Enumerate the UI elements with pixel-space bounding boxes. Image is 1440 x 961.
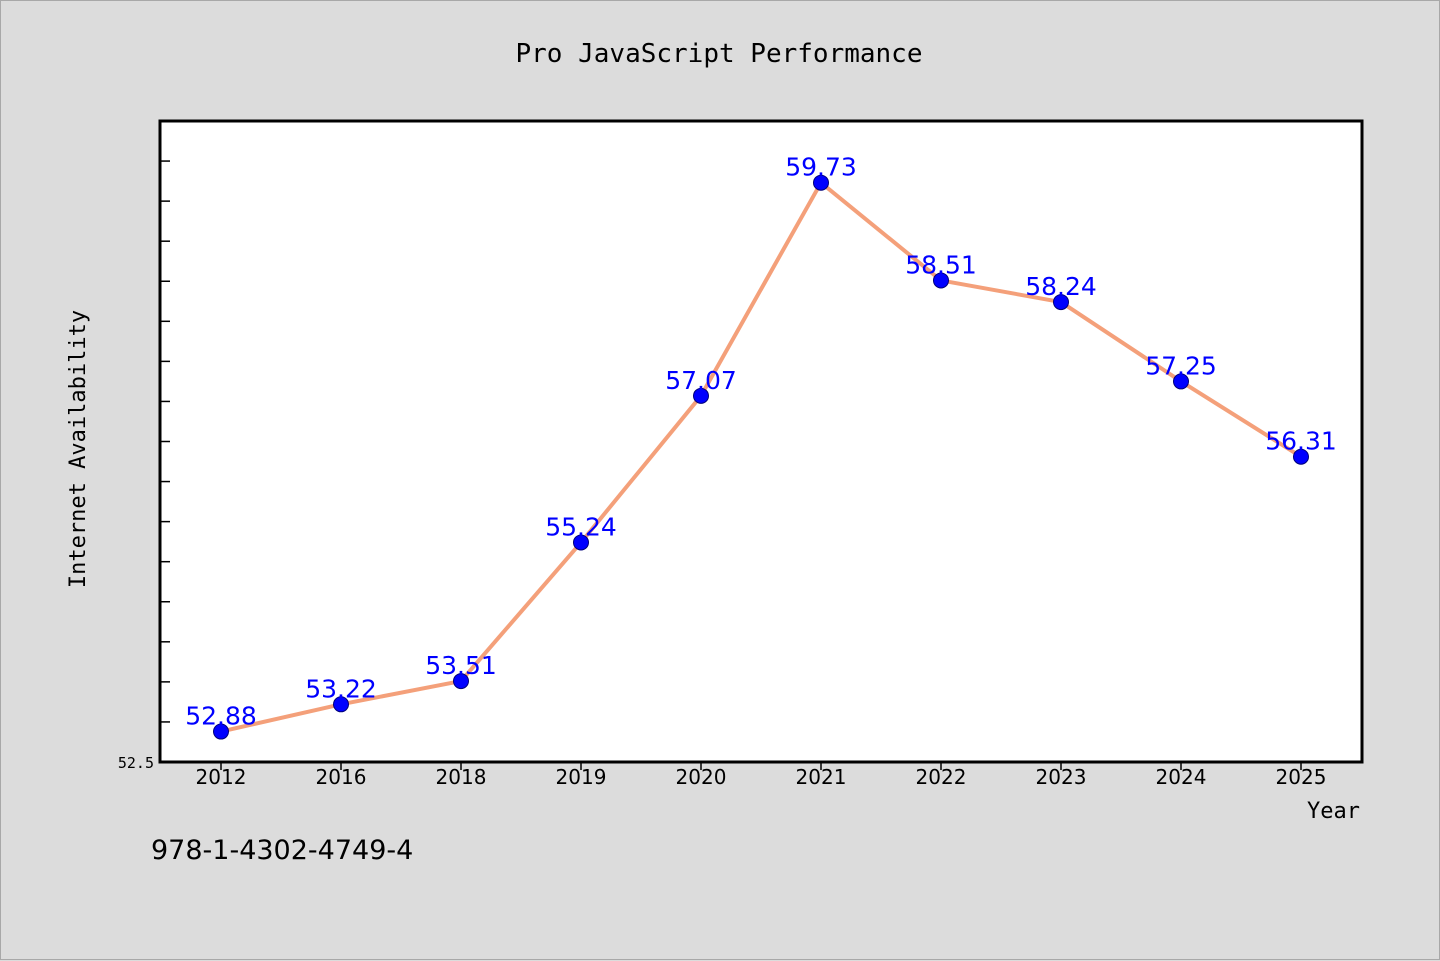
data-label: 59.73 <box>785 153 857 182</box>
series-group: 52.88 53.22 53.51 55.24 57.07 59.73 58.51 58.24… <box>185 153 1337 740</box>
y-axis-ticks: 52.5 <box>118 120 170 772</box>
x-axis-ticks: 2012 2016 2018 2019 2020 2021 2022 2023 2024 2025 <box>196 762 1327 789</box>
y-axis-label: Internet Availability <box>66 310 91 588</box>
x-tick-label: 2020 <box>676 765 727 789</box>
x-tick-label: 2012 <box>196 765 247 789</box>
x-tick-label: 2022 <box>916 765 967 789</box>
data-label: 58.51 <box>905 250 977 279</box>
x-tick-label: 2025 <box>1276 765 1327 789</box>
data-point <box>813 174 829 191</box>
data-label: 57.25 <box>1145 351 1217 380</box>
x-tick-label: 2016 <box>316 765 367 789</box>
data-label: 56.31 <box>1265 427 1337 456</box>
x-tick-label: 2023 <box>1036 765 1087 789</box>
y-tick-label: 52.5 <box>118 754 154 772</box>
isbn-footer: 978-1-4302-4749-4 <box>151 835 414 866</box>
data-label: 55.24 <box>545 512 617 541</box>
x-tick-label: 2021 <box>796 765 847 789</box>
x-axis-label: Year <box>1307 799 1360 824</box>
data-point <box>453 673 469 690</box>
data-label: 53.22 <box>305 674 377 703</box>
data-point <box>693 387 709 404</box>
data-point <box>1293 448 1309 465</box>
data-label: 58.24 <box>1025 272 1097 301</box>
data-point <box>333 696 349 713</box>
x-tick-label: 2018 <box>436 765 487 789</box>
data-point <box>213 723 229 740</box>
data-label: 57.07 <box>665 366 737 395</box>
series-line <box>220 180 1303 734</box>
plot-area <box>158 119 1364 764</box>
data-label: 52.88 <box>185 702 257 731</box>
data-label: 53.51 <box>425 651 497 680</box>
data-point <box>573 534 589 551</box>
data-point <box>933 272 949 289</box>
data-point <box>1173 373 1189 390</box>
chart-title: Pro JavaScript Performance <box>516 39 923 69</box>
x-tick-label: 2024 <box>1156 765 1207 789</box>
data-point <box>1053 294 1069 311</box>
x-tick-label: 2019 <box>556 765 607 789</box>
